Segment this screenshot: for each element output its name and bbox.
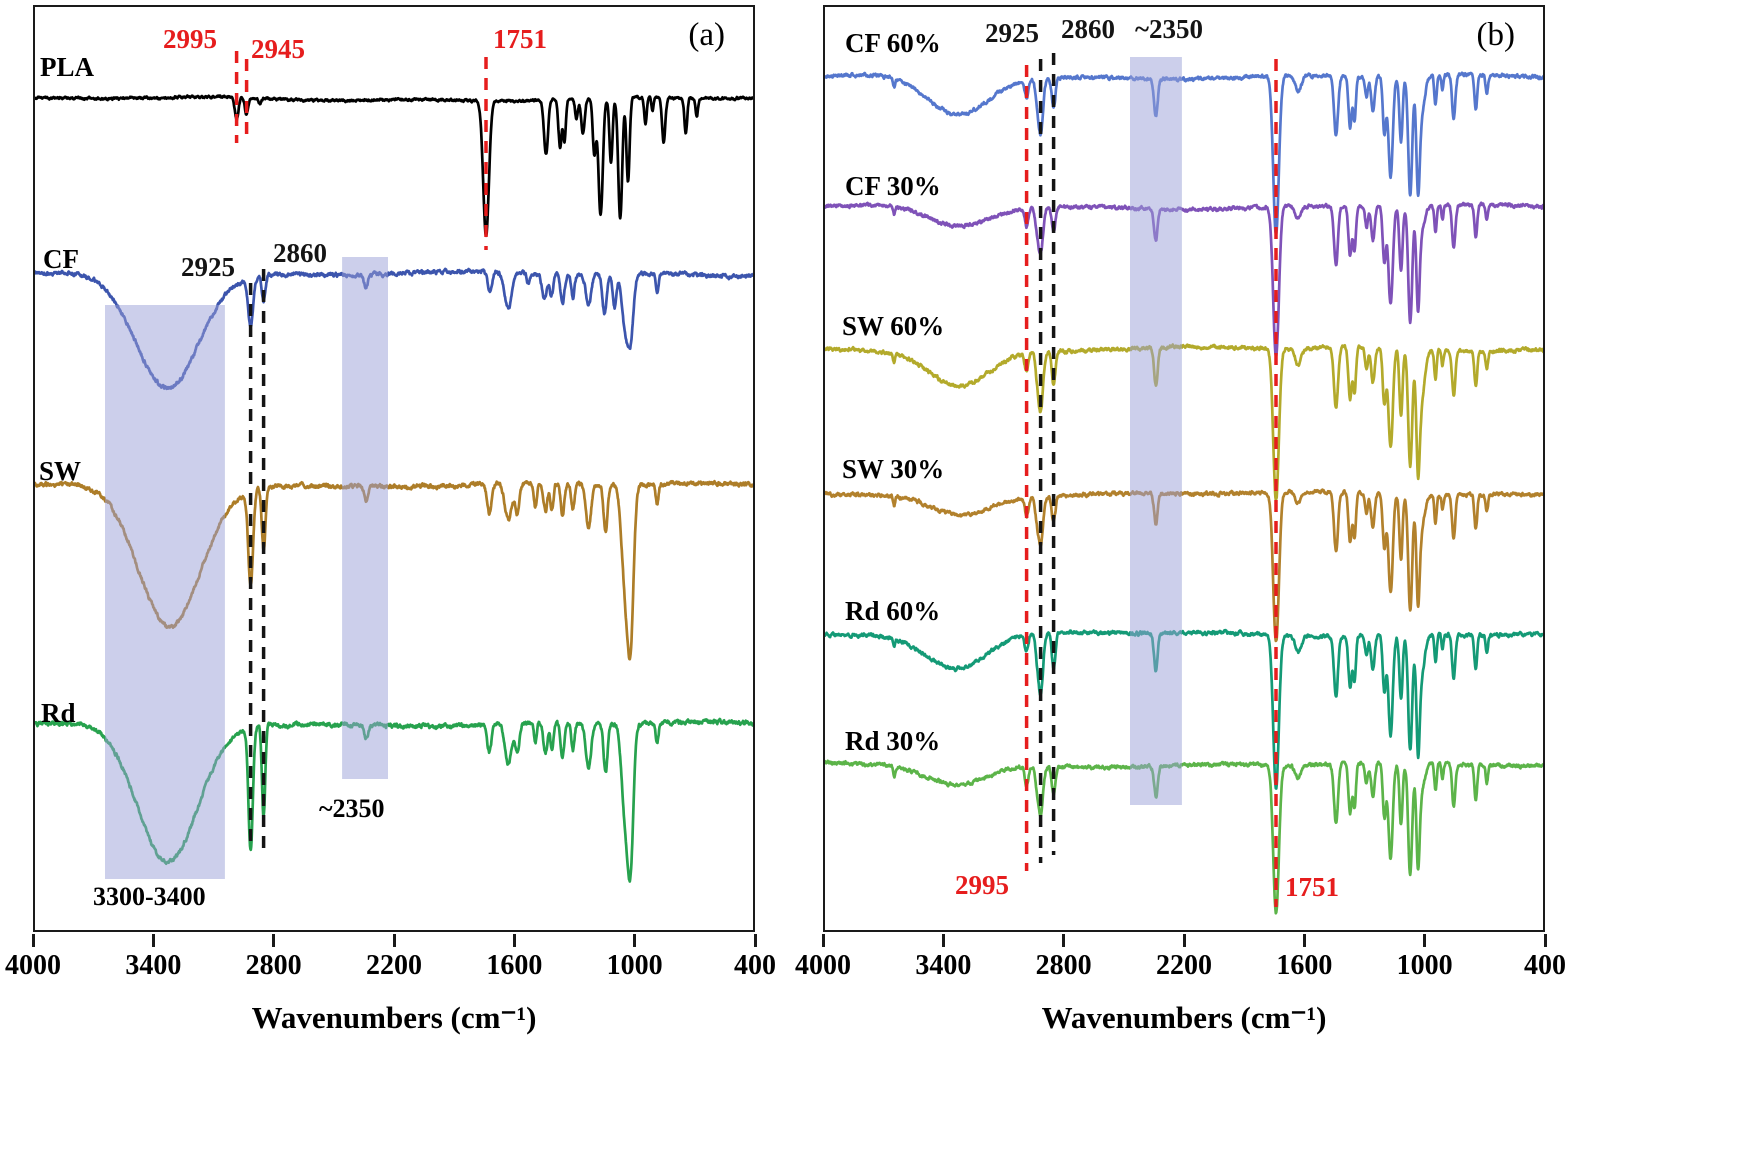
x-tick-label-3400: 3400 bbox=[915, 950, 972, 981]
panel-tag-a: (a) bbox=[688, 17, 725, 53]
spectrum-pla bbox=[35, 94, 753, 238]
highlight-region-3300-3400 bbox=[105, 305, 225, 879]
panel-tag-b: (b) bbox=[1476, 17, 1515, 53]
x-tick-label-2800: 2800 bbox=[1035, 950, 1092, 981]
x-tick-4000 bbox=[31, 934, 35, 947]
x-tick-2800 bbox=[1062, 934, 1066, 947]
x-axis-b: 4000 3400 2800 2200 1600 1000 400 bbox=[795, 934, 1566, 1014]
x-tick-label-3400: 3400 bbox=[125, 950, 182, 981]
x-tick-1600 bbox=[512, 934, 516, 947]
panel-b: CF 60% CF 30% SW 60% SW 30% Rd 60% Rd 30% 2925… bbox=[795, 5, 1566, 1155]
plot-area-b: CF 60% CF 30% SW 60% SW 30% Rd 60% Rd 30% 2925… bbox=[823, 5, 1545, 932]
plot-area-a: 3300-3400 ~2350 PLA CF SW Rd 2995 2945 1751 2925 2… bbox=[33, 5, 755, 932]
x-tick-label-1600: 1600 bbox=[486, 950, 543, 981]
x-axis-label-b: Wavenumbers (cm⁻¹) bbox=[1041, 1000, 1327, 1035]
x-tick-3400 bbox=[151, 934, 155, 947]
x-tick-label-400: 400 bbox=[1524, 950, 1566, 981]
spectrum-rd-60 bbox=[825, 628, 1543, 790]
x-tick-400 bbox=[1543, 934, 1547, 947]
x-tick-1600 bbox=[1302, 934, 1306, 947]
x-tick-2800 bbox=[272, 934, 276, 947]
highlight-region-2350 bbox=[342, 257, 388, 779]
x-tick-2200 bbox=[392, 934, 396, 947]
x-axis-label-a: Wavenumbers (cm⁻¹) bbox=[251, 1000, 537, 1035]
spectrum-cf-30 bbox=[825, 201, 1543, 358]
x-tick-1000 bbox=[633, 934, 637, 947]
highlight-region-band bbox=[1130, 57, 1182, 805]
x-tick-label-2800: 2800 bbox=[245, 950, 302, 981]
x-tick-label-1000: 1000 bbox=[1396, 950, 1453, 981]
x-tick-1000 bbox=[1423, 934, 1427, 947]
spectrum-cf-60 bbox=[825, 71, 1543, 236]
spectrum-sw-60 bbox=[825, 343, 1543, 502]
x-tick-label-4000: 4000 bbox=[5, 950, 61, 981]
x-tick-label-400: 400 bbox=[734, 950, 776, 981]
x-tick-label-2200: 2200 bbox=[366, 950, 422, 981]
x-tick-400 bbox=[753, 934, 757, 947]
x-tick-label-1000: 1000 bbox=[606, 950, 663, 981]
panel-a: 3300-3400 ~2350 PLA CF SW Rd 2995 2945 1751 2925 2… bbox=[5, 5, 776, 1155]
spectra-svg-b bbox=[825, 53, 1543, 915]
x-axis-a: 4000 3400 2800 2200 1600 1000 400 bbox=[5, 934, 776, 1014]
spectrum-rd-30 bbox=[825, 759, 1543, 915]
x-tick-3400 bbox=[941, 934, 945, 947]
x-tick-2200 bbox=[1182, 934, 1186, 947]
spectrum-sw-30 bbox=[825, 488, 1543, 643]
x-tick-4000 bbox=[821, 934, 825, 947]
spectra-svg-a bbox=[35, 51, 753, 883]
x-tick-label-1600: 1600 bbox=[1276, 950, 1333, 981]
x-tick-label-4000: 4000 bbox=[795, 950, 851, 981]
x-tick-label-2200: 2200 bbox=[1156, 950, 1212, 981]
